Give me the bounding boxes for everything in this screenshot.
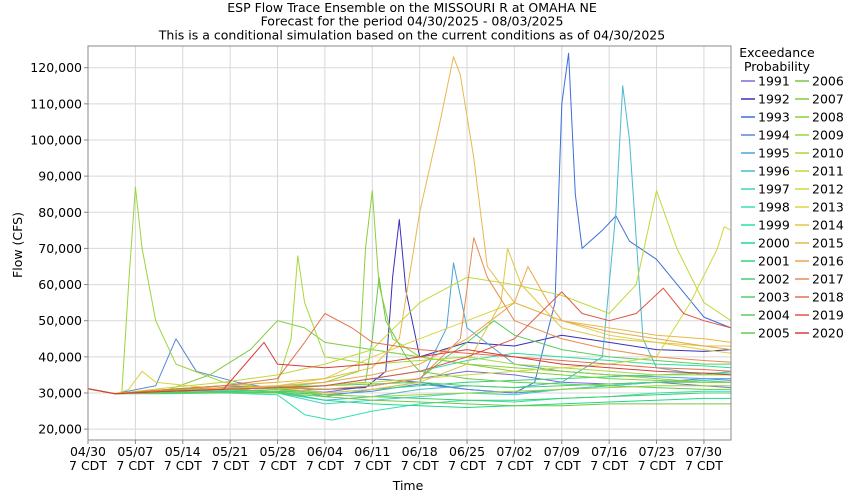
legend-label-1999: 1999: [758, 218, 790, 233]
series-line-2016: [87, 266, 732, 395]
series-lines: [87, 52, 732, 421]
x-tick-label-time: 7 CDT: [306, 458, 344, 473]
legend-label-2000: 2000: [758, 236, 790, 251]
x-tick-label-date: 07/23: [639, 444, 675, 459]
y-tick-label: 90,000: [38, 169, 82, 184]
legend-label-2004: 2004: [758, 308, 790, 323]
y-tick-label: 70,000: [38, 241, 82, 256]
y-tick-label: 110,000: [30, 96, 82, 111]
x-tick-label-time: 7 CDT: [401, 458, 439, 473]
legend-label-2011: 2011: [812, 164, 844, 179]
y-tick-label: 80,000: [38, 205, 82, 220]
legend-label-2015: 2015: [812, 236, 844, 251]
x-tick-label-date: 07/16: [591, 444, 627, 459]
y-tick-label: 120,000: [30, 60, 82, 75]
legend-label-2020: 2020: [812, 326, 844, 341]
x-axis-label: Time: [392, 478, 424, 493]
x-tick-label-time: 7 CDT: [353, 458, 391, 473]
x-tick-label-time: 7 CDT: [164, 458, 202, 473]
x-tick-label-date: 04/30: [70, 444, 106, 459]
x-tick-label-date: 06/18: [402, 444, 438, 459]
legend-label-2014: 2014: [812, 218, 844, 233]
legend-label-1991: 1991: [758, 74, 790, 89]
plot-area: [87, 45, 732, 441]
x-tick-label-time: 7 CDT: [590, 458, 628, 473]
series-line-2002: [87, 388, 731, 401]
x-tick-label-date: 05/21: [212, 444, 248, 459]
chart-title: ESP Flow Trace Ensemble on the MISSOURI …: [227, 0, 597, 15]
x-tick-label-date: 07/30: [686, 444, 722, 459]
legend-label-1995: 1995: [758, 146, 790, 161]
x-tick-label-date: 07/02: [496, 444, 532, 459]
x-tick-label-time: 7 CDT: [685, 458, 723, 473]
y-tick-label: 20,000: [38, 422, 82, 437]
legend-label-2006: 2006: [812, 74, 844, 89]
legend: Exceedance Probability 1991 1992 1993 1994 1…: [739, 45, 844, 341]
legend-label-2010: 2010: [812, 146, 844, 161]
legend-label-1992: 1992: [758, 92, 790, 107]
y-tick-label: 30,000: [38, 386, 82, 401]
legend-label-2005: 2005: [758, 326, 790, 341]
legend-label-2012: 2012: [812, 182, 844, 197]
legend-label-2001: 2001: [758, 254, 790, 269]
x-tick-label-date: 05/28: [260, 444, 296, 459]
legend-label-2008: 2008: [812, 110, 844, 125]
legend-label-2007: 2007: [812, 92, 844, 107]
y-tick-label: 100,000: [30, 132, 82, 147]
x-tick-label-time: 7 CDT: [638, 458, 676, 473]
x-tick-label-date: 05/14: [165, 444, 201, 459]
y-axis-label: Flow (CFS): [10, 212, 25, 278]
x-tick-label-time: 7 CDT: [259, 458, 297, 473]
legend-label-2003: 2003: [758, 290, 790, 305]
series-line-2011: [87, 190, 732, 395]
x-tick-label-date: 06/11: [354, 444, 390, 459]
y-tick-label: 40,000: [38, 349, 82, 364]
legend-label-2009: 2009: [812, 128, 844, 143]
x-tick-label-time: 7 CDT: [495, 458, 533, 473]
x-tick-label-date: 06/04: [307, 444, 343, 459]
legend-label-2018: 2018: [812, 290, 844, 305]
x-tick-label-date: 06/25: [449, 444, 485, 459]
x-tick-label-time: 7 CDT: [448, 458, 486, 473]
series-line-2006: [87, 388, 731, 407]
legend-label-1993: 1993: [758, 110, 790, 125]
x-tick-label-time: 7 CDT: [69, 458, 107, 473]
plot-border: [87, 45, 732, 441]
chart-subtitle-2: This is a conditional simulation based o…: [158, 28, 665, 43]
legend-label-2019: 2019: [812, 308, 844, 323]
series-line-1998: [87, 388, 731, 421]
legend-title-line-2: Probability: [744, 59, 811, 74]
x-tick-label-time: 7 CDT: [543, 458, 581, 473]
series-line-2013: [87, 302, 732, 395]
legend-label-2002: 2002: [758, 272, 790, 287]
x-tick-label-date: 05/07: [117, 444, 153, 459]
legend-label-2016: 2016: [812, 254, 844, 269]
series-line-2020: [87, 341, 732, 395]
legend-label-1998: 1998: [758, 200, 790, 215]
y-axis: 20,000 30,000 40,000 50,000 60,000 70,000 80,0…: [30, 60, 88, 437]
series-line-2009: [87, 186, 731, 398]
legend-label-2013: 2013: [812, 200, 844, 215]
chart-subtitle-1: Forecast for the period 04/30/2025 - 08/…: [261, 14, 564, 29]
series-line-2015: [87, 56, 732, 395]
legend-label-1996: 1996: [758, 164, 790, 179]
x-tick-label-date: 07/09: [544, 444, 580, 459]
legend-label-1997: 1997: [758, 182, 790, 197]
legend-title-line-1: Exceedance: [739, 45, 815, 60]
x-tick-label-time: 7 CDT: [211, 458, 249, 473]
x-tick-label-time: 7 CDT: [116, 458, 154, 473]
y-tick-label: 50,000: [38, 313, 82, 328]
plot-background: [88, 46, 731, 440]
y-tick-label: 60,000: [38, 277, 82, 292]
series-line-2018: [87, 313, 732, 395]
legend-label-2017: 2017: [812, 272, 844, 287]
legend-label-1994: 1994: [758, 128, 790, 143]
